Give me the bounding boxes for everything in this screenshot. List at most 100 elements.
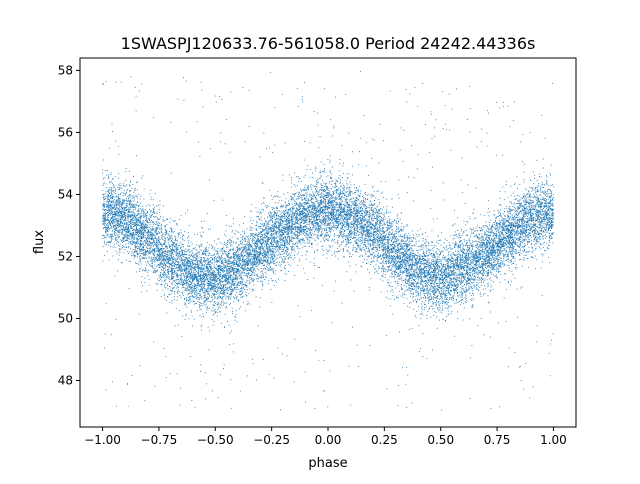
data-point (175, 267, 177, 268)
data-point (373, 240, 375, 242)
data-point (286, 251, 288, 252)
data-point (508, 229, 510, 231)
data-point (361, 237, 363, 239)
data-point (245, 239, 247, 241)
data-point (179, 283, 181, 285)
data-point (243, 266, 245, 268)
data-point (181, 280, 183, 282)
data-point (155, 246, 157, 248)
data-point (452, 274, 454, 276)
data-point (166, 224, 168, 226)
data-point (268, 237, 270, 239)
data-point (252, 359, 253, 361)
data-point (296, 225, 298, 227)
data-point (119, 205, 121, 207)
data-point (519, 211, 521, 213)
data-point (334, 209, 336, 210)
data-point (498, 225, 500, 227)
data-point (382, 256, 384, 257)
data-point (294, 254, 295, 256)
data-point (343, 233, 345, 235)
data-point (122, 207, 124, 209)
data-point (274, 230, 276, 232)
data-point (463, 285, 465, 287)
data-point (415, 254, 417, 256)
data-point (223, 262, 225, 264)
data-point (325, 204, 326, 205)
data-point (112, 230, 113, 232)
data-point (190, 309, 192, 311)
data-point (365, 211, 367, 213)
data-point (221, 282, 223, 283)
data-point (257, 232, 259, 234)
data-point (323, 206, 325, 207)
data-point (238, 262, 240, 264)
data-point (145, 217, 147, 218)
data-point (171, 287, 173, 289)
data-point (330, 176, 332, 178)
data-point (298, 215, 300, 217)
data-point (398, 278, 400, 280)
data-point (242, 295, 244, 297)
data-point (135, 204, 137, 206)
data-point (107, 194, 109, 196)
data-point (139, 220, 141, 222)
data-point (209, 330, 210, 332)
data-point (209, 269, 211, 271)
data-point (390, 261, 392, 263)
data-point (486, 260, 488, 262)
data-point (472, 252, 474, 254)
data-point (490, 244, 492, 246)
data-point (206, 282, 208, 284)
data-point (119, 213, 121, 214)
data-point (119, 229, 120, 231)
data-point (124, 214, 125, 216)
data-point (182, 251, 184, 253)
data-point (508, 230, 510, 232)
data-point (285, 226, 287, 228)
data-point (182, 234, 184, 236)
data-point (476, 271, 478, 273)
data-point (520, 205, 522, 207)
data-point (161, 269, 163, 271)
data-point (424, 307, 426, 309)
data-point (115, 237, 117, 239)
data-point (233, 253, 235, 255)
data-point (549, 212, 551, 214)
data-point (155, 242, 157, 244)
data-point (262, 249, 264, 251)
data-point (362, 235, 364, 237)
data-point (423, 256, 425, 258)
data-point (508, 267, 510, 269)
data-point (224, 275, 225, 277)
data-point (146, 227, 148, 229)
data-point (412, 261, 414, 263)
data-point (269, 242, 271, 244)
data-point (437, 308, 439, 310)
data-point (155, 230, 157, 231)
data-point (241, 272, 243, 274)
data-point (487, 200, 489, 202)
data-point (270, 267, 272, 269)
data-point (373, 230, 375, 232)
data-point (331, 212, 333, 214)
data-point (406, 235, 408, 237)
data-point (205, 273, 207, 275)
data-point (314, 265, 315, 266)
data-point (151, 243, 153, 245)
data-point (405, 277, 407, 279)
data-point (283, 260, 285, 262)
data-point (297, 198, 299, 200)
data-point (463, 244, 465, 246)
data-point (172, 246, 173, 248)
data-point (434, 273, 436, 275)
data-point (532, 251, 534, 253)
data-point (368, 193, 370, 195)
data-point (130, 76, 132, 78)
data-point (491, 226, 493, 228)
data-point (118, 254, 120, 256)
data-point (357, 199, 359, 201)
data-point (202, 287, 204, 289)
data-point (402, 366, 403, 368)
data-point (426, 282, 428, 284)
